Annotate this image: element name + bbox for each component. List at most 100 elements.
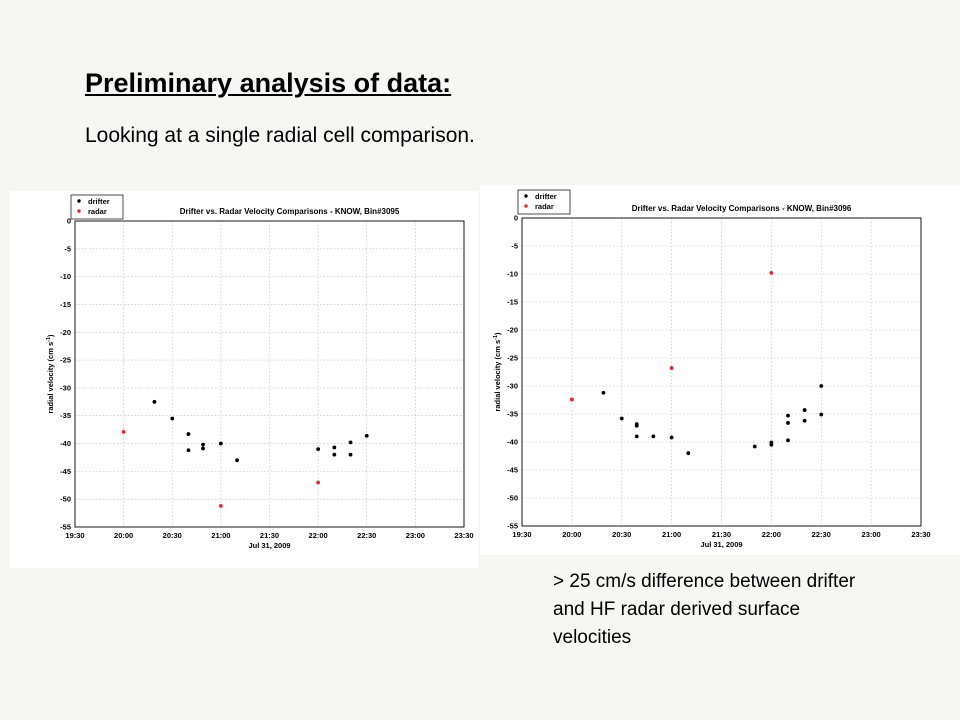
y-tick-label: -5 xyxy=(64,244,71,253)
drifter-point xyxy=(802,418,807,423)
drifter-point xyxy=(752,444,757,449)
x-tick-label: 20:00 xyxy=(114,531,133,540)
radar-point xyxy=(218,503,223,508)
drifter-point xyxy=(601,390,606,395)
legend-label-drifter: drifter xyxy=(88,197,110,206)
drifter-point xyxy=(669,435,674,440)
slide-subtitle: Looking at a single radial cell comparis… xyxy=(85,124,475,147)
drifter-point xyxy=(769,442,774,447)
drifter-point xyxy=(186,432,191,436)
x-tick-label: 23:00 xyxy=(862,530,881,539)
x-tick-label: 22:30 xyxy=(812,530,831,539)
radar-point xyxy=(569,397,574,402)
chart-right: 19:30 20:00 20:30 21:00 21:30 22:00 22:30 23:00… xyxy=(493,189,931,549)
y-tick-label: 0 xyxy=(514,214,518,223)
y-tick-label: -30 xyxy=(507,382,518,391)
x-tick-label: 23:30 xyxy=(454,531,473,540)
x-tick-label: 22:00 xyxy=(309,531,328,540)
y-tick-label: -55 xyxy=(507,522,518,531)
plot-frame xyxy=(74,220,465,528)
y-tick-label: -40 xyxy=(60,439,71,448)
y-tick-label: 0 xyxy=(67,217,71,226)
drifter-point xyxy=(316,447,321,452)
y-axis-label-text: radial velocity (cm s xyxy=(46,342,55,414)
y-tick-label: -20 xyxy=(507,326,518,335)
x-tick-label: 20:30 xyxy=(163,531,182,540)
drifter-point xyxy=(819,412,824,417)
chart-panel-right: 19:30 20:00 20:30 21:00 21:30 22:00 22:30 23:00… xyxy=(480,185,960,555)
legend-label-drifter: drifter xyxy=(535,192,557,201)
x-tick-label: 20:30 xyxy=(612,530,631,539)
x-tick-label: 21:00 xyxy=(211,531,230,540)
drifter-point xyxy=(364,433,369,438)
y-tick-label: -45 xyxy=(60,467,71,476)
y-tick-label: -30 xyxy=(60,383,71,392)
drifter-point xyxy=(170,416,175,421)
legend-box xyxy=(70,194,124,220)
drifter-point xyxy=(332,452,337,457)
radar-point xyxy=(769,270,774,275)
x-tick-label: 22:00 xyxy=(762,530,781,539)
y-tick-label: -35 xyxy=(60,411,71,420)
y-tick-label: -5 xyxy=(511,242,518,251)
y-tick-label: -15 xyxy=(60,300,71,309)
chart-left: 19:30 20:00 20:30 21:00 21:30 22:00 22:30 23:00… xyxy=(46,194,474,550)
drifter-point xyxy=(619,416,624,421)
y-axis-label-text: radial velocity (cm s xyxy=(493,340,502,412)
radar-point xyxy=(669,366,674,370)
legend-marker-drifter xyxy=(524,194,528,198)
drifter-point xyxy=(634,423,639,428)
y-axis-label: radial velocity (cm s-1) xyxy=(46,334,55,414)
y-tick-label: -50 xyxy=(60,495,71,504)
annotation-note: > 25 cm/s difference between drifter and… xyxy=(553,571,856,648)
y-tick-label: -25 xyxy=(60,356,71,365)
x-tick-label: 20:00 xyxy=(562,530,581,539)
drifter-point xyxy=(186,448,191,453)
y-axis-label-close: ) xyxy=(46,334,55,337)
legend-label-radar: radar xyxy=(88,207,107,216)
drifter-point xyxy=(235,458,239,463)
x-tick-label: 23:00 xyxy=(406,531,425,540)
drifter-point xyxy=(218,441,223,446)
chart-panel-left: 19:30 20:00 20:30 21:00 21:30 22:00 22:30 23:00… xyxy=(10,191,478,568)
legend-marker-radar xyxy=(524,204,528,208)
drifter-point xyxy=(348,440,353,445)
plot-frame xyxy=(521,217,922,527)
drifter-point xyxy=(786,421,790,425)
chart-title: Drifter vs. Radar Velocity Comparisons -… xyxy=(180,207,400,216)
x-tick-label: 23:30 xyxy=(911,530,930,539)
x-tick-label: 21:30 xyxy=(260,531,279,540)
drifter-point xyxy=(634,434,639,439)
y-axis-label-sup: -1 xyxy=(493,335,499,340)
y-tick-label: -10 xyxy=(507,270,518,279)
legend-marker-drifter xyxy=(77,199,81,203)
drifter-point xyxy=(348,452,353,457)
y-tick-label: -35 xyxy=(507,410,518,419)
x-axis-label: Jul 31, 2009 xyxy=(700,540,742,549)
legend-marker-radar xyxy=(77,209,81,213)
y-tick-label: -10 xyxy=(60,272,71,281)
slide-title: Preliminary analysis of data: xyxy=(85,68,452,98)
x-tick-label: 21:00 xyxy=(662,530,681,539)
x-tick-label: 22:30 xyxy=(357,531,376,540)
radar-point xyxy=(121,429,126,434)
y-tick-label: -15 xyxy=(507,298,518,307)
drifter-point xyxy=(786,438,790,443)
y-tick-label: -40 xyxy=(507,438,518,447)
y-tick-label: -25 xyxy=(507,354,518,363)
drifter-point xyxy=(651,434,656,439)
y-axis-label-sup: -1 xyxy=(46,337,52,342)
drifter-point xyxy=(786,413,790,418)
y-tick-label: -20 xyxy=(60,328,71,337)
y-tick-label: -50 xyxy=(507,494,518,503)
y-tick-label: -55 xyxy=(60,523,71,532)
drifter-point xyxy=(152,399,157,404)
radar-point xyxy=(316,480,321,485)
x-tick-label: 19:30 xyxy=(65,531,84,540)
drifter-point xyxy=(802,408,807,412)
y-axis-label: radial velocity (cm s-1) xyxy=(493,332,502,412)
chart-title: Drifter vs. Radar Velocity Comparisons -… xyxy=(632,204,852,213)
y-tick-label: -45 xyxy=(507,466,518,475)
drifter-point xyxy=(686,451,691,456)
legend-box xyxy=(517,189,571,215)
